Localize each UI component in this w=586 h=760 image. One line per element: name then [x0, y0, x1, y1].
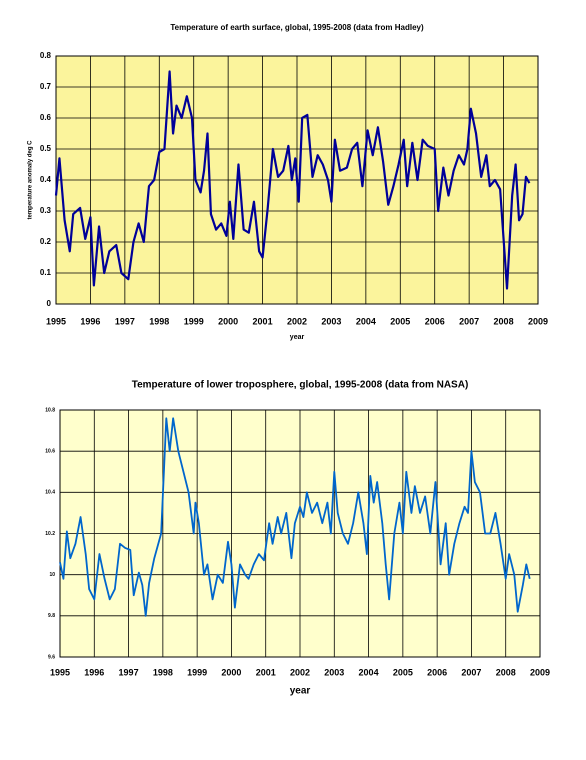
x-tick-label: 2008 [494, 316, 514, 326]
y-tick-label: 0.4 [40, 175, 52, 184]
x-tick-label: 2004 [359, 667, 379, 677]
x-tick-label: 1996 [84, 667, 104, 677]
data-line [59, 417, 531, 617]
x-tick-label: 1995 [46, 316, 66, 326]
y-tick-label: 0.5 [40, 144, 52, 153]
y-tick-label: 9.8 [48, 613, 55, 619]
x-tick-label: 2009 [528, 316, 548, 326]
y-tick-label: 0.7 [40, 82, 52, 91]
y-tick-label: 0.3 [40, 206, 52, 215]
x-tick-label: 2000 [218, 316, 238, 326]
y-tick-label: 9.6 [48, 654, 55, 660]
y-tick-label: 0 [47, 299, 52, 308]
chart-title: Temperature of earth surface, global, 19… [170, 23, 424, 32]
x-tick-label: 2006 [427, 667, 447, 677]
y-tick-label: 0.2 [40, 237, 52, 246]
x-tick-label: 2000 [221, 667, 241, 677]
x-tick-label: 2009 [530, 667, 550, 677]
y-tick-label: 0.1 [40, 268, 52, 277]
x-tick-label: 2008 [496, 667, 516, 677]
x-axis-label: year [290, 334, 305, 341]
x-tick-label: 1996 [80, 316, 100, 326]
x-tick-label: 2003 [324, 667, 344, 677]
y-tick-label: 10 [49, 572, 55, 578]
x-tick-label: 1999 [187, 667, 207, 677]
x-tick-label: 1997 [119, 667, 139, 677]
x-tick-label: 1997 [115, 316, 135, 326]
x-tick-label: 2002 [287, 316, 307, 326]
x-tick-label: 2004 [356, 316, 376, 326]
y-tick-label: 10.8 [45, 407, 55, 413]
x-tick-label: 1999 [184, 316, 204, 326]
y-axis-label: temperature anomaly deg C [28, 140, 34, 220]
y-tick-label: 10.4 [45, 490, 55, 496]
y-tick-label: 10.2 [45, 531, 55, 537]
x-tick-label: 2007 [461, 667, 481, 677]
x-tick-label: 2002 [290, 667, 310, 677]
x-tick-label: 2003 [321, 316, 341, 326]
x-tick-label: 2001 [256, 667, 276, 677]
x-tick-label: 2005 [393, 667, 413, 677]
y-tick-label: 0.8 [40, 51, 52, 60]
x-tick-label: 2006 [425, 316, 445, 326]
chart-title: Temperature of lower troposphere, global… [132, 380, 469, 391]
data-line [54, 70, 531, 290]
x-tick-label: 1998 [149, 316, 169, 326]
x-tick-label: 1995 [50, 667, 70, 677]
x-axis-label: year [290, 686, 311, 697]
x-tick-label: 2007 [459, 316, 479, 326]
x-tick-label: 2001 [253, 316, 273, 326]
y-tick-label: 0.6 [40, 113, 52, 122]
x-tick-label: 2005 [390, 316, 410, 326]
x-tick-label: 1998 [153, 667, 173, 677]
y-tick-label: 10.6 [45, 448, 55, 454]
